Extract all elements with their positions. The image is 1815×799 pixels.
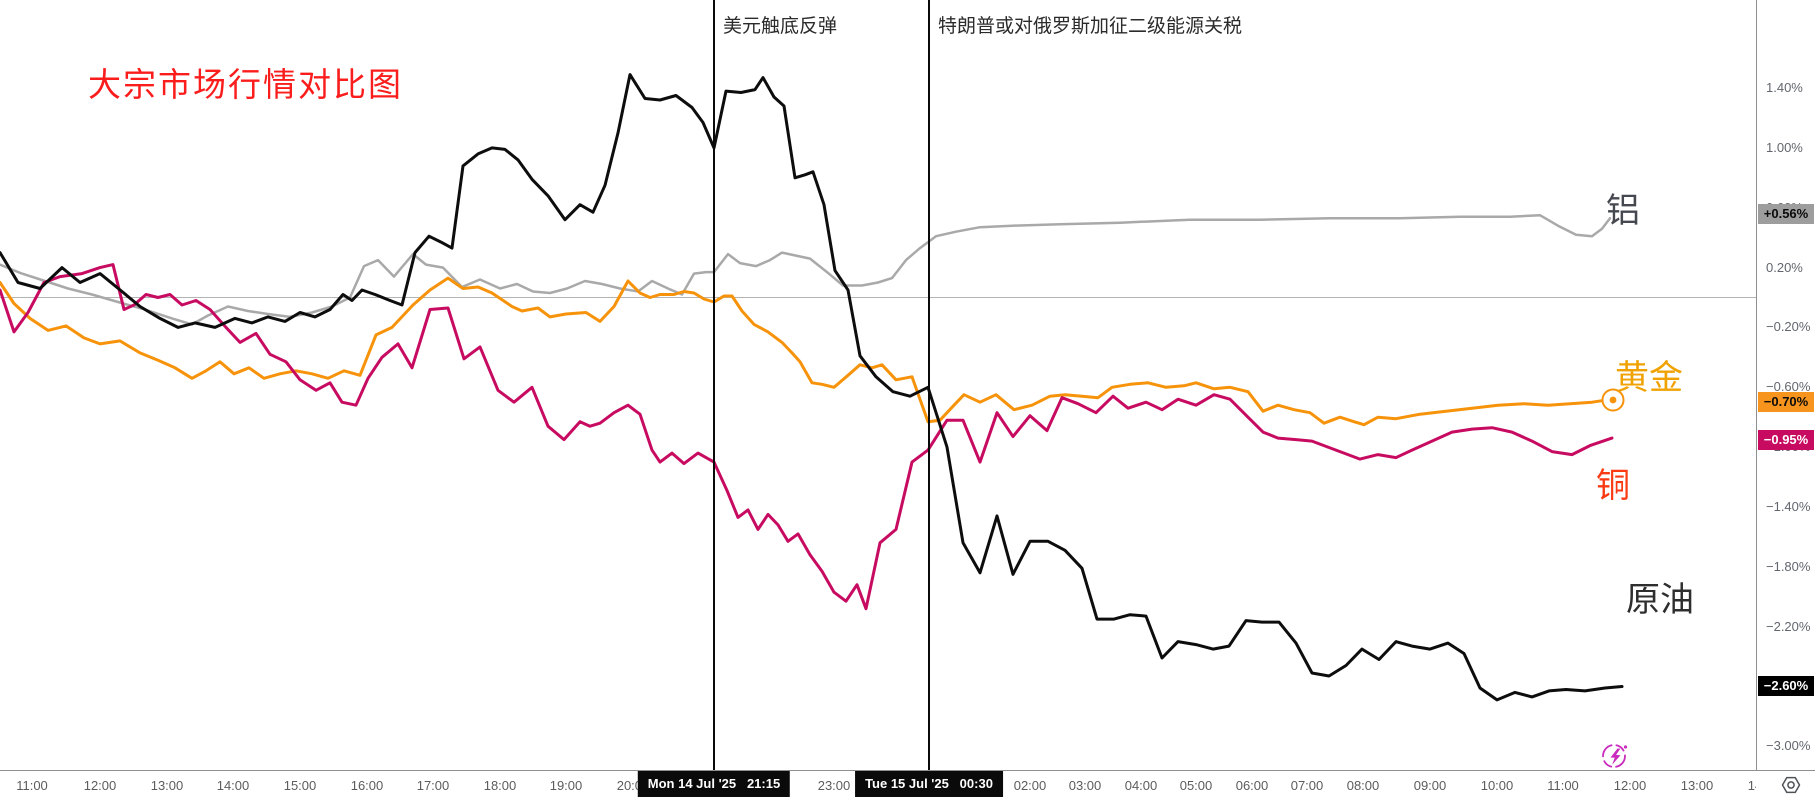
- time-axis-label: 19:00: [549, 778, 583, 793]
- time-axis-labels: Mon 14 Jul '25 21:15 Tue 15 Jul '25 00:30…: [0, 771, 1756, 799]
- time-axis-label: 13:00: [1680, 778, 1714, 793]
- series-label-crude-oil: 原油: [1626, 581, 1694, 619]
- gold-end-marker-icon: [1601, 388, 1625, 412]
- series-line-aluminum[interactable]: [0, 213, 1612, 326]
- time-axis-label: 12:00: [1613, 778, 1647, 793]
- time-axis-label: 11:00: [1547, 778, 1579, 793]
- time-axis-label: 08:00: [1346, 778, 1380, 793]
- price-axis-label: −0.60%: [1766, 379, 1811, 395]
- last-price-badge: −0.70%: [1758, 392, 1814, 413]
- axis-settings-button[interactable]: [1781, 775, 1801, 799]
- time-axis-label: 16:00: [350, 778, 384, 793]
- time-axis-event-badge: Tue 15 Jul '25 00:30: [855, 771, 1003, 797]
- time-axis-label: 13:00: [150, 778, 184, 793]
- chart-title: 大宗市场行情对比图: [88, 66, 403, 103]
- time-axis-label: 12:00: [83, 778, 117, 793]
- time-axis-label: 03:00: [1068, 778, 1102, 793]
- series-line-copper[interactable]: [0, 263, 1614, 611]
- time-axis-label: 14:00: [216, 778, 250, 793]
- price-axis-label: −1.40%: [1766, 498, 1811, 514]
- gear-icon: [1781, 776, 1801, 794]
- last-price-badge: −2.60%: [1758, 676, 1814, 697]
- series-lines: [0, 73, 1624, 702]
- time-axis-label: 23:00: [817, 778, 851, 793]
- time-axis-label: 09:00: [1413, 778, 1447, 793]
- price-axis-label: −1.80%: [1766, 558, 1811, 574]
- series-label-gold: 黄金: [1615, 359, 1683, 397]
- time-axis-event-badge: Mon 14 Jul '25 21:15: [637, 771, 791, 797]
- flash-icon[interactable]: [1602, 744, 1628, 768]
- series-line-crude[interactable]: [0, 73, 1624, 702]
- time-axis-label: 18:00: [483, 778, 517, 793]
- time-axis-label: 17:00: [416, 778, 450, 793]
- price-axis-label: 0.20%: [1766, 259, 1803, 275]
- time-axis-label: 04:00: [1124, 778, 1158, 793]
- price-axis-label: 1.40%: [1766, 80, 1803, 96]
- time-axis[interactable]: Mon 14 Jul '25 21:15 Tue 15 Jul '25 00:30…: [0, 770, 1815, 799]
- price-axis-label: −3.00%: [1766, 738, 1811, 754]
- time-axis-label: 15:00: [283, 778, 317, 793]
- last-price-badge: +0.56%: [1758, 203, 1814, 224]
- price-axis[interactable]: 1.40%1.00%0.60%0.20%−0.20%−0.60%−1.00%−1…: [1756, 0, 1815, 799]
- time-axis-label: 02:00: [1013, 778, 1047, 793]
- annotation-usd-rebound[interactable]: 美元触底反弹: [723, 16, 838, 37]
- time-axis-label: 05:00: [1179, 778, 1213, 793]
- series-label-copper: 铜: [1596, 467, 1630, 505]
- time-axis-label: 06:00: [1235, 778, 1269, 793]
- price-axis-label: 1.00%: [1766, 139, 1803, 155]
- last-price-badge: −0.95%: [1758, 429, 1814, 450]
- annotation-trump-tariff[interactable]: 特朗普或对俄罗斯加征二级能源关税: [938, 16, 1243, 37]
- time-axis-label: 07:00: [1290, 778, 1324, 793]
- time-axis-label: 14:00: [1747, 778, 1756, 793]
- time-axis-label: 11:00: [16, 778, 48, 793]
- series-line-gold[interactable]: [0, 276, 1614, 427]
- series-label-aluminum: 铝: [1606, 192, 1640, 230]
- time-axis-label: 10:00: [1480, 778, 1514, 793]
- price-axis-label: −2.20%: [1766, 618, 1811, 634]
- price-axis-label: −0.20%: [1766, 319, 1811, 335]
